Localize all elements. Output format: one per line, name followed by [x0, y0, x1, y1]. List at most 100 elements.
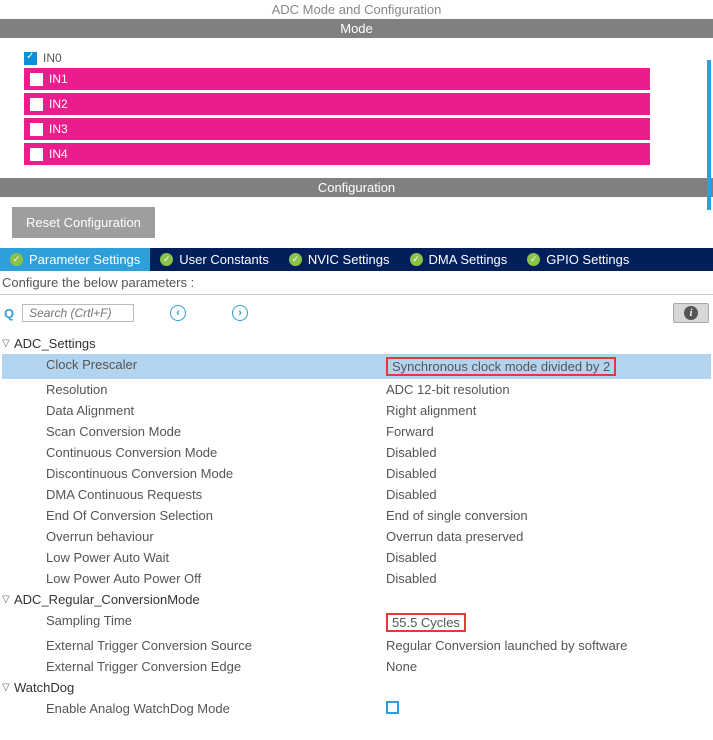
channel-row-in2[interactable]: IN2 — [24, 93, 650, 115]
tab-dma-settings[interactable]: ✓ DMA Settings — [400, 248, 518, 271]
param-row[interactable]: End Of Conversion SelectionEnd of single… — [2, 505, 711, 526]
tab-label: User Constants — [179, 252, 269, 267]
tab-parameter-settings[interactable]: ✓ Parameter Settings — [0, 248, 150, 271]
param-name: Low Power Auto Wait — [46, 550, 386, 565]
channel-row-in0[interactable]: IN0 — [24, 51, 713, 65]
param-row[interactable]: Discontinuous Conversion ModeDisabled — [2, 463, 711, 484]
param-name: Clock Prescaler — [46, 357, 386, 376]
parameter-tree: ▽ADC_SettingsClock PrescalerSynchronous … — [0, 331, 713, 740]
next-result-button[interactable]: › — [232, 305, 248, 321]
param-value[interactable]: Forward — [386, 424, 711, 439]
channel-checkbox[interactable] — [30, 98, 43, 111]
param-row[interactable]: DMA Continuous RequestsDisabled — [2, 484, 711, 505]
group-adc_settings[interactable]: ▽ADC_Settings — [2, 333, 711, 354]
tab-label: NVIC Settings — [308, 252, 390, 267]
channel-label: IN4 — [49, 147, 68, 161]
param-name: Resolution — [46, 382, 386, 397]
check-icon: ✓ — [10, 253, 23, 266]
param-name: External Trigger Conversion Edge — [46, 659, 386, 674]
search-row: Q ‹ › i — [0, 295, 713, 331]
config-header: Configuration — [0, 178, 713, 197]
param-name: External Trigger Conversion Source — [46, 638, 386, 653]
search-input[interactable] — [22, 304, 134, 322]
param-name: DMA Continuous Requests — [46, 487, 386, 502]
group-label: ADC_Regular_ConversionMode — [14, 592, 200, 607]
param-name: End Of Conversion Selection — [46, 508, 386, 523]
param-name: Overrun behaviour — [46, 529, 386, 544]
group-label: ADC_Settings — [14, 336, 96, 351]
check-icon: ✓ — [410, 253, 423, 266]
param-value[interactable]: 55.5 Cycles — [386, 613, 711, 632]
param-value[interactable]: Disabled — [386, 487, 711, 502]
highlight-box: 55.5 Cycles — [386, 613, 466, 632]
param-row[interactable]: Sampling Time55.5 Cycles — [2, 610, 711, 635]
channel-row-in1[interactable]: IN1 — [24, 68, 650, 90]
group-adc_regular_conversionmode[interactable]: ▽ADC_Regular_ConversionMode — [2, 589, 711, 610]
mode-panel: IN0 IN1 IN2 IN3 IN4 — [0, 38, 713, 178]
param-value[interactable]: Overrun data preserved — [386, 529, 711, 544]
group-watchdog[interactable]: ▽WatchDog — [2, 677, 711, 698]
param-name: Low Power Auto Power Off — [46, 571, 386, 586]
tab-label: DMA Settings — [429, 252, 508, 267]
param-row[interactable]: External Trigger Conversion EdgeNone — [2, 656, 711, 677]
param-value[interactable]: Regular Conversion launched by software — [386, 638, 711, 653]
param-name: Continuous Conversion Mode — [46, 445, 386, 460]
search-icon: Q — [4, 306, 14, 321]
param-checkbox[interactable] — [386, 701, 399, 714]
channel-row-in4[interactable]: IN4 — [24, 143, 650, 165]
param-value[interactable]: Disabled — [386, 550, 711, 565]
param-row[interactable]: Continuous Conversion ModeDisabled — [2, 442, 711, 463]
scroll-indicator[interactable] — [707, 60, 711, 210]
param-row[interactable]: Scan Conversion ModeForward — [2, 421, 711, 442]
caret-icon: ▽ — [2, 594, 14, 605]
tab-gpio-settings[interactable]: ✓ GPIO Settings — [517, 248, 639, 271]
reset-configuration-button[interactable]: Reset Configuration — [12, 207, 155, 238]
param-row[interactable]: Data AlignmentRight alignment — [2, 400, 711, 421]
param-value[interactable]: Disabled — [386, 571, 711, 586]
info-button[interactable]: i — [673, 303, 709, 323]
param-row[interactable]: Overrun behaviourOverrun data preserved — [2, 526, 711, 547]
param-value[interactable]: End of single conversion — [386, 508, 711, 523]
param-name: Scan Conversion Mode — [46, 424, 386, 439]
param-value[interactable]: ADC 12-bit resolution — [386, 382, 711, 397]
highlight-box: Synchronous clock mode divided by 2 — [386, 357, 616, 376]
param-name: Data Alignment — [46, 403, 386, 418]
param-row[interactable]: ResolutionADC 12-bit resolution — [2, 379, 711, 400]
config-subtitle: Configure the below parameters : — [0, 271, 713, 295]
check-icon: ✓ — [527, 253, 540, 266]
channel-checkbox[interactable] — [30, 123, 43, 136]
param-row[interactable]: External Trigger Conversion SourceRegula… — [2, 635, 711, 656]
param-name: Enable Analog WatchDog Mode — [46, 701, 386, 717]
param-row[interactable]: Low Power Auto WaitDisabled — [2, 547, 711, 568]
param-row[interactable]: Clock PrescalerSynchronous clock mode di… — [2, 354, 711, 379]
page-title: ADC Mode and Configuration — [0, 0, 713, 19]
param-value[interactable]: None — [386, 659, 711, 674]
tab-nvic-settings[interactable]: ✓ NVIC Settings — [279, 248, 400, 271]
caret-icon: ▽ — [2, 338, 14, 349]
param-value[interactable]: Right alignment — [386, 403, 711, 418]
channel-checkbox[interactable] — [30, 148, 43, 161]
channel-row-in3[interactable]: IN3 — [24, 118, 650, 140]
param-name: Discontinuous Conversion Mode — [46, 466, 386, 481]
param-value[interactable] — [386, 701, 711, 717]
tabs: ✓Parameter Settings✓User Constants✓NVIC … — [0, 248, 713, 271]
channel-checkbox[interactable] — [30, 73, 43, 86]
prev-result-button[interactable]: ‹ — [170, 305, 186, 321]
param-name: Sampling Time — [46, 613, 386, 632]
group-label: WatchDog — [14, 680, 74, 695]
channel-checkbox[interactable] — [24, 52, 37, 65]
param-row[interactable]: Low Power Auto Power OffDisabled — [2, 568, 711, 589]
param-value[interactable]: Disabled — [386, 466, 711, 481]
check-icon: ✓ — [289, 253, 302, 266]
tab-label: GPIO Settings — [546, 252, 629, 267]
param-value[interactable]: Disabled — [386, 445, 711, 460]
caret-icon: ▽ — [2, 682, 14, 693]
channel-label: IN2 — [49, 97, 68, 111]
mode-header: Mode — [0, 19, 713, 38]
channel-label: IN1 — [49, 72, 68, 86]
param-value[interactable]: Synchronous clock mode divided by 2 — [386, 357, 711, 376]
tab-user-constants[interactable]: ✓User Constants — [150, 248, 279, 271]
param-row[interactable]: Enable Analog WatchDog Mode — [2, 698, 711, 720]
tab-label: Parameter Settings — [29, 252, 140, 267]
channel-label: IN0 — [43, 51, 62, 65]
